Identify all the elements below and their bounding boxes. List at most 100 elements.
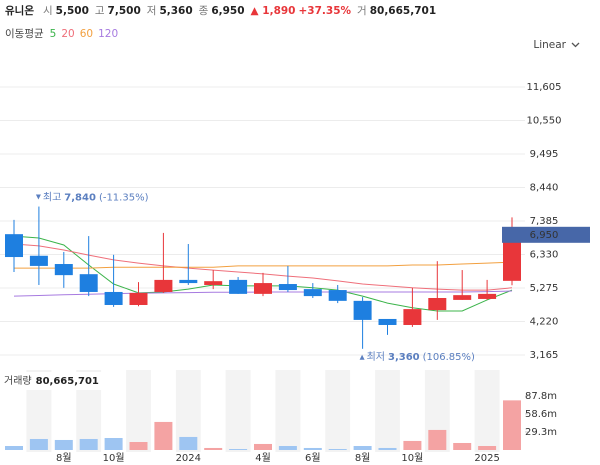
volume-stripe	[275, 370, 301, 452]
volume-stripe	[225, 370, 251, 452]
volume-bar	[378, 447, 397, 450]
y-tick-label: 8,440	[530, 182, 559, 193]
volume-bar	[328, 449, 347, 450]
chevron-path	[571, 42, 580, 48]
y-tick-label: 11,605	[527, 82, 562, 93]
candle-body	[378, 318, 397, 325]
note-text: 최저	[367, 351, 385, 363]
candle-body	[453, 295, 472, 300]
volume-bar	[179, 436, 198, 450]
volume-value: 80,665,701	[369, 4, 437, 17]
ma-legend: 이동평균 5 20 60 120	[5, 26, 120, 41]
candle-body	[478, 293, 497, 299]
candle-body	[353, 300, 372, 320]
volume-tick-label: 58.6m	[525, 409, 557, 420]
volume-bar	[254, 443, 272, 450]
price-note: 최저 3,360 (106.85%)	[367, 351, 475, 363]
candle-body	[204, 281, 223, 285]
last-price-box	[502, 226, 590, 243]
candle-body	[129, 292, 148, 305]
volume-title: 거래량 80,665,701	[4, 375, 99, 387]
x-tick-label: 2025	[474, 453, 499, 464]
field-label: 시	[42, 5, 53, 17]
legend-title: 이동평균	[5, 28, 44, 40]
volume-bar	[154, 421, 173, 450]
legend-entry: 60	[79, 27, 94, 40]
note-value: 3,360	[388, 352, 420, 363]
volume-title-label: 거래량	[4, 375, 32, 387]
candle-body	[54, 264, 73, 276]
candle-body	[328, 290, 347, 301]
volume-bar	[29, 438, 48, 450]
candle-body	[104, 291, 123, 305]
y-tick-label: 9,495	[530, 149, 559, 160]
note-change: (-11.35%)	[99, 193, 149, 204]
volume-bar	[5, 446, 23, 450]
x-tick-label: 2024	[176, 453, 201, 464]
volume-stripe	[325, 370, 351, 452]
note-arrow	[35, 194, 41, 200]
volume-bar	[453, 442, 472, 450]
volume-bar	[104, 438, 123, 450]
stock-name: 유니온	[5, 5, 34, 17]
candle-body	[229, 279, 248, 294]
y-tick-label: 4,220	[530, 316, 559, 327]
field-value: 5,360	[159, 4, 193, 17]
header: 유니온 시 5,500 고 7,500 저 5,360 종 6,950 ▲ 1,890 +37.35…	[5, 3, 436, 18]
scale-selector[interactable]: Linear	[533, 39, 580, 51]
x-tick-label: 8월	[56, 452, 72, 464]
volume-bar	[129, 442, 148, 450]
scale-mode: Linear	[533, 39, 566, 51]
candle-body	[79, 274, 98, 292]
y-tick-label: 7,385	[530, 216, 559, 227]
volume-bar	[428, 429, 447, 450]
x-tick-label: 4월	[255, 452, 271, 464]
volume-tick-label: 87.8m	[525, 391, 557, 402]
x-tick-label: 8월	[355, 452, 371, 464]
change: ▲ 1,890	[250, 4, 296, 17]
volume-bar	[278, 446, 297, 450]
y-tick-label: 10,550	[527, 115, 562, 126]
volume-bar	[478, 446, 497, 450]
note-arrow	[359, 354, 365, 360]
last-price-label: 6,950	[530, 230, 559, 241]
candle-body	[5, 234, 23, 258]
candle-body	[29, 255, 48, 266]
field-value: 7,500	[107, 4, 141, 17]
volume-title-value: 80,665,701	[36, 376, 99, 387]
volume-bar	[353, 446, 372, 450]
note-value: 7,840	[64, 193, 96, 204]
x-tick-label: 10월	[401, 452, 423, 464]
candle-body	[403, 309, 422, 325]
volume-bar	[403, 440, 422, 450]
price-note: 최고 7,840 (-11.35%)	[43, 192, 149, 204]
volume-stripe	[126, 370, 151, 452]
legend-entry: 20	[61, 27, 75, 40]
y-tick-label: 3,165	[530, 350, 559, 361]
field-label: 고	[94, 5, 105, 17]
volume-bar	[503, 400, 521, 450]
volume-stripe	[375, 370, 400, 452]
candle-body	[154, 279, 173, 292]
y-tick-label: 5,275	[530, 283, 559, 294]
x-tick-label: 6월	[305, 452, 321, 464]
volume-bar	[229, 449, 248, 450]
y-tick-label: 6,330	[530, 249, 559, 260]
candle-body	[303, 289, 322, 297]
volume-stripe	[474, 370, 500, 452]
volume-title-bg	[0, 372, 108, 390]
volume-tick-label: 29.3m	[525, 427, 557, 438]
chevron	[571, 42, 580, 48]
candle-body	[179, 279, 198, 284]
candle-body	[428, 297, 447, 311]
volume-bar	[54, 439, 73, 450]
legend-entry: 120	[98, 27, 119, 40]
field-label: 종	[198, 5, 209, 17]
x-tick-label: 10월	[103, 452, 125, 464]
field-label: 저	[146, 5, 157, 17]
note-text: 최고	[43, 192, 61, 204]
field-value: 5,500	[55, 4, 89, 17]
candle-body	[503, 234, 521, 281]
